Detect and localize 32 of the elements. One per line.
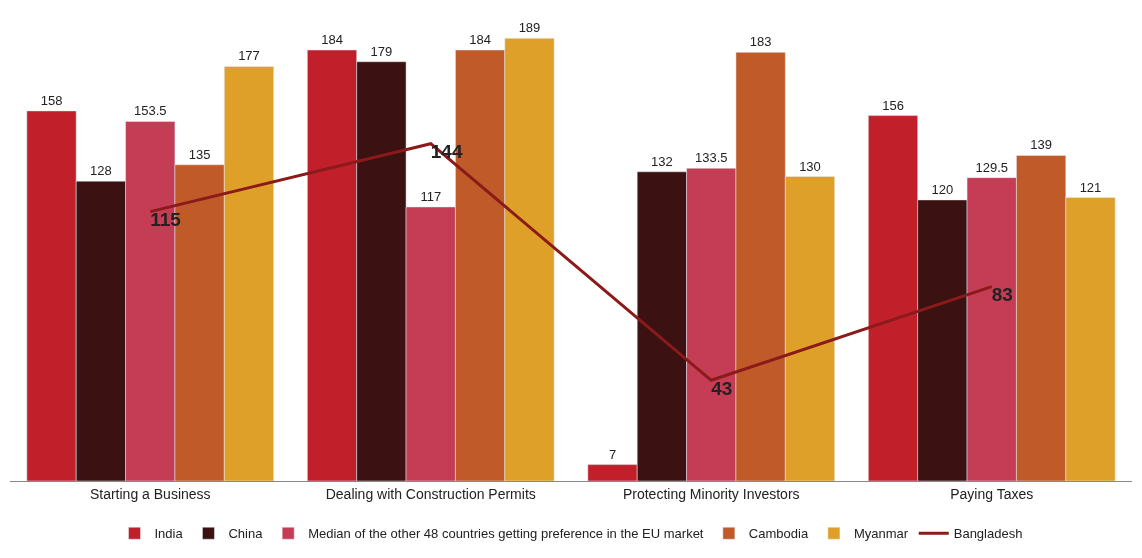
data-label: 184 bbox=[321, 32, 343, 48]
data-label: 135 bbox=[188, 146, 211, 162]
x-tick-label: Starting a Business bbox=[89, 485, 211, 502]
legend-label: China bbox=[228, 526, 264, 542]
data-label: 7 bbox=[608, 446, 617, 462]
data-label: 184 bbox=[469, 32, 491, 48]
data-label: 128 bbox=[90, 163, 112, 179]
x-tick-label: Paying Taxes bbox=[950, 485, 1034, 502]
data-label: 43 bbox=[711, 377, 733, 399]
data-label: 133.5 bbox=[694, 150, 728, 166]
data-label: 130 bbox=[799, 158, 821, 174]
data-label: 117 bbox=[420, 188, 442, 204]
data-label: 177 bbox=[238, 48, 260, 64]
legend-label: India bbox=[154, 526, 184, 542]
legend-label: Myanmar bbox=[853, 526, 909, 542]
data-label: 189 bbox=[518, 20, 541, 36]
x-tick-label: Protecting Minority Investors bbox=[622, 485, 800, 502]
data-label: 179 bbox=[370, 43, 393, 59]
legend-label: Bangladesh bbox=[953, 526, 1023, 542]
data-label: 83 bbox=[991, 283, 1013, 305]
legend-label: Median of the other 48 countries getting preference in the EU market bbox=[308, 526, 704, 542]
data-label: 121 bbox=[1079, 179, 1102, 195]
data-label: 139 bbox=[1030, 137, 1052, 153]
data-label: 158 bbox=[40, 92, 63, 108]
data-label: 132 bbox=[651, 153, 673, 169]
legend-label: Cambodia bbox=[748, 526, 809, 542]
data-label: 183 bbox=[749, 34, 772, 50]
x-tick-label: Dealing with Construction Permits bbox=[325, 485, 536, 502]
data-label: 129.5 bbox=[975, 159, 1009, 175]
data-label: 120 bbox=[931, 181, 954, 197]
data-label: 153.5 bbox=[133, 103, 167, 119]
data-label: 156 bbox=[882, 97, 904, 113]
